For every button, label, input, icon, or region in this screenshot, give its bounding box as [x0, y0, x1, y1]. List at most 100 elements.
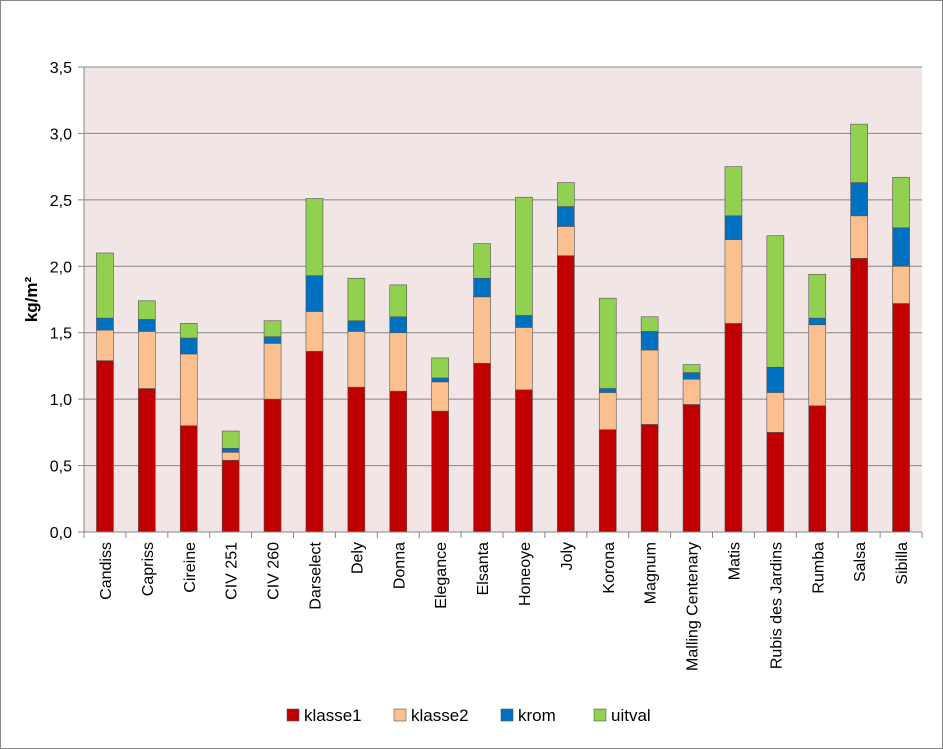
bar-segment-uitval [138, 300, 156, 320]
bar-segment-klasse1 [557, 255, 575, 533]
axes [83, 67, 923, 538]
bar-segment-krom [724, 215, 743, 241]
bar-segment-uitval [724, 166, 743, 217]
legend-swatch-klasse2 [393, 708, 407, 722]
bar-segment-krom [682, 372, 701, 380]
x-tick-label: Malling Centenary [685, 542, 702, 671]
bar-segment-klasse2 [850, 215, 868, 259]
bar-segment-klasse1 [138, 388, 156, 533]
x-tick-label: CIV 251 [224, 542, 241, 600]
bar-segment-klasse1 [766, 432, 785, 533]
bar-segment-klasse2 [138, 331, 156, 389]
x-tick-label: Korona [601, 542, 618, 594]
bar-segment-klasse2 [892, 265, 910, 304]
bar-segment-uitval [263, 320, 282, 337]
x-tick-label: Honeoye [517, 542, 534, 606]
x-tick-label: Candiss [98, 542, 115, 600]
bar-segment-klasse2 [766, 392, 785, 433]
y-tick-label: 2,0 [50, 259, 72, 276]
bar-segment-klasse1 [640, 424, 659, 533]
bar-segment-klasse2 [724, 239, 743, 324]
bar-segment-krom [766, 366, 785, 393]
bar-segment-klasse2 [179, 353, 198, 427]
bar-segment-krom [263, 336, 282, 344]
bar-segment-klasse2 [640, 349, 659, 425]
bar-segment-krom [808, 317, 827, 326]
bars [96, 123, 910, 533]
bar-segment-klasse2 [557, 226, 575, 256]
x-tick-label: CIV 260 [266, 542, 283, 600]
bar-segment-klasse2 [347, 331, 366, 388]
x-tick-label: Dely [349, 542, 366, 574]
x-tick-label: Joly [559, 542, 576, 570]
bar-segment-klasse2 [808, 324, 827, 407]
plot-area [84, 67, 922, 532]
bar-segment-uitval [598, 297, 617, 389]
bar-segment-krom [138, 319, 156, 332]
bar-segment-klasse1 [892, 303, 910, 533]
x-tick-label: Sibilla [894, 542, 911, 585]
bar-segment-krom [640, 331, 659, 351]
y-tick-labels: 0,0 0,5 1,0 1,5 2,0 2,5 3,0 3,5 [50, 60, 72, 542]
bar-segment-uitval [473, 243, 491, 279]
legend-swatch-krom [500, 708, 514, 722]
bar-segment-klasse1 [305, 351, 324, 533]
y-tick-label: 3,5 [50, 60, 72, 77]
x-tick-label: Cireine [182, 542, 199, 593]
y-tick-label: 0,0 [50, 525, 72, 542]
x-tick-label: Darselect [307, 541, 324, 609]
y-tick-label: 3,0 [50, 126, 72, 143]
bar-segment-krom [473, 277, 491, 298]
x-tick-label: Magnum [643, 542, 660, 604]
bar-segment-klasse2 [598, 392, 617, 431]
bar-segment-klasse1 [179, 425, 198, 533]
y-tick-label: 1,5 [50, 326, 72, 343]
bar-segment-klasse1 [850, 258, 868, 533]
bar-segment-krom [221, 447, 240, 453]
bar-segment-krom [179, 337, 198, 355]
bar-segment-klasse2 [473, 296, 491, 364]
bar-segment-klasse2 [221, 451, 240, 461]
bar-segment-krom [431, 377, 449, 383]
bar-segment-uitval [808, 273, 827, 319]
x-tick-label: Elsanta [475, 542, 492, 595]
y-tick-label: 0,5 [50, 459, 72, 476]
y-tick-label: 1,0 [50, 392, 72, 409]
bar-segment-uitval [515, 196, 533, 316]
bar-segment-klasse1 [431, 410, 449, 533]
bar-segment-klasse1 [347, 386, 366, 533]
bar-segment-klasse2 [515, 327, 533, 391]
bar-segment-klasse1 [96, 360, 114, 533]
bar-segment-uitval [305, 198, 324, 276]
y-axis-label: kg/m² [22, 276, 41, 322]
legend-label-klasse1: klasse1 [304, 706, 362, 725]
x-tick-labels: Candiss Capriss Cireine CIV 251 CIV 260 Darse… [98, 541, 911, 671]
bar-segment-uitval [221, 430, 240, 449]
bar-segment-uitval [347, 277, 366, 322]
bar-segment-klasse1 [682, 404, 701, 533]
bar-segment-klasse2 [682, 378, 701, 405]
legend-label-klasse2: klasse2 [411, 706, 469, 725]
bar-segment-uitval [850, 123, 868, 183]
bar-segment-klasse1 [473, 362, 491, 533]
legend: klasse1 klasse2 krom uitval [286, 706, 651, 725]
bar-segment-krom [557, 206, 575, 227]
legend-label-krom: krom [518, 706, 556, 725]
bar-segment-klasse1 [515, 389, 533, 533]
legend-label-uitval: uitval [611, 706, 651, 725]
bar-segment-krom [850, 182, 868, 217]
x-tick-label: Elegance [433, 542, 450, 609]
legend-swatch-klasse1 [286, 708, 300, 722]
bar-segment-klasse2 [305, 311, 324, 352]
bar-segment-uitval [892, 176, 910, 229]
bar-segment-klasse1 [263, 398, 282, 533]
bar-segment-krom [96, 317, 114, 331]
bar-segment-krom [389, 316, 408, 334]
x-tick-label: Capriss [140, 542, 157, 596]
bar-segment-uitval [389, 284, 408, 318]
bar-segment-klasse1 [598, 429, 617, 533]
bar-segment-uitval [96, 252, 114, 319]
bar-segment-uitval [682, 364, 701, 373]
